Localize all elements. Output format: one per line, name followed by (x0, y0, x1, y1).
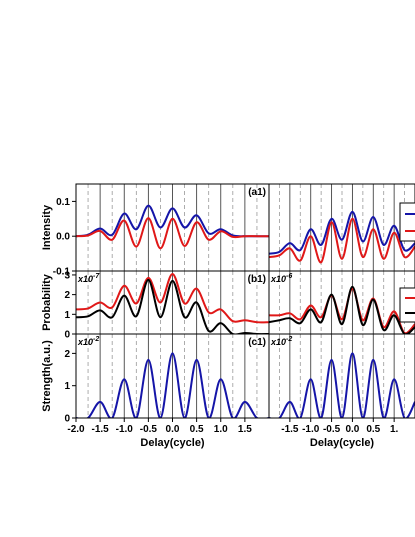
panel-label: (b1) (248, 274, 266, 285)
panel-b2: x10-6 (268, 270, 415, 335)
series-line-b1-0 (76, 272, 269, 324)
x-tick-label: -1.0 (116, 424, 134, 435)
multiplier-base: x10 (77, 274, 93, 284)
x-tick-label: 1.5 (238, 424, 252, 435)
x-tick-label: -1.5 (281, 424, 299, 435)
y-tick-label: 2 (64, 349, 70, 360)
y-axis-label: Probability (41, 273, 53, 331)
y-axis-label: Intensity (41, 204, 53, 250)
x-axis-label: Delay(cycle) (310, 437, 375, 449)
y-tick-label: 1 (64, 310, 70, 321)
x-tick-label: -2.0 (67, 424, 85, 435)
x-tick-label: -1.0 (302, 424, 320, 435)
legend-box-b (399, 287, 415, 323)
panel-c2: -1.5 -1.0 -0.5 0.0 0.5 1. Delay(cycle) x10-2 (268, 333, 415, 449)
y-tick-label: 1 (64, 381, 70, 392)
x-tick-label: -0.5 (140, 424, 158, 435)
y-axis-label: Strength(a.u.) (41, 340, 53, 412)
x-axis-label: Delay(cycle) (140, 437, 205, 449)
multiplier-base: x10 (270, 274, 286, 284)
x-tick-label: -1.5 (92, 424, 110, 435)
multiplier-base: x10 (77, 337, 93, 347)
panel-a2 (268, 183, 415, 272)
legend-box-a (399, 202, 415, 242)
multiplier-exponent: -2 (286, 336, 292, 343)
x-tick-label: 0.5 (190, 424, 204, 435)
panel-b1: 3 2 1 0 Probability (b1) x10-7 (41, 270, 270, 341)
series-line-a2-0 (269, 210, 415, 255)
scale-multiplier: x10-7 (77, 273, 100, 284)
x-tick-label: 0.0 (345, 424, 359, 435)
y-tick-label: 2 (64, 290, 70, 301)
multiplier-exponent: -7 (93, 273, 100, 280)
scale-multiplier: x10-2 (270, 336, 292, 347)
series-line-a1-1 (76, 217, 269, 250)
y-tick-label: 0.0 (56, 232, 70, 243)
x-tick-label: 0.0 (166, 424, 180, 435)
multiplier-base: x10 (270, 337, 286, 347)
series-line-b1-1 (76, 278, 269, 334)
multiplier-exponent: -6 (286, 273, 292, 280)
y-tick-label: 3 (64, 270, 70, 281)
y-tick-label: 0 (64, 330, 70, 341)
series-line-b2-1 (269, 285, 415, 334)
series-line-a2-1 (269, 217, 415, 264)
x-tick-label: 0.5 (366, 424, 380, 435)
y-tick-label: 0.1 (56, 197, 70, 208)
panel-label: (a1) (248, 187, 266, 198)
x-tick-label: -0.5 (323, 424, 341, 435)
panel-label: (c1) (248, 337, 266, 348)
y-tick-label: -0.1 (53, 267, 71, 278)
scale-multiplier: x10-2 (77, 336, 99, 347)
panel-c1: 210-2.0 -1.5 -1.0 -0.5 0.0 0.5 1.0 1.5Delay(cyc… (41, 333, 270, 449)
y-tick-label: 0 (64, 414, 70, 425)
multiplier-exponent: -2 (93, 336, 99, 343)
scale-multiplier: x10-6 (270, 273, 292, 284)
panel-a1: 0.1 0.0 -0.1 Intensity (a1) (41, 183, 270, 278)
x-tick-label: 1. (390, 424, 399, 435)
series-line-b2-0 (269, 287, 415, 334)
panel-frame (268, 333, 415, 419)
x-tick-label: 1.0 (214, 424, 228, 435)
